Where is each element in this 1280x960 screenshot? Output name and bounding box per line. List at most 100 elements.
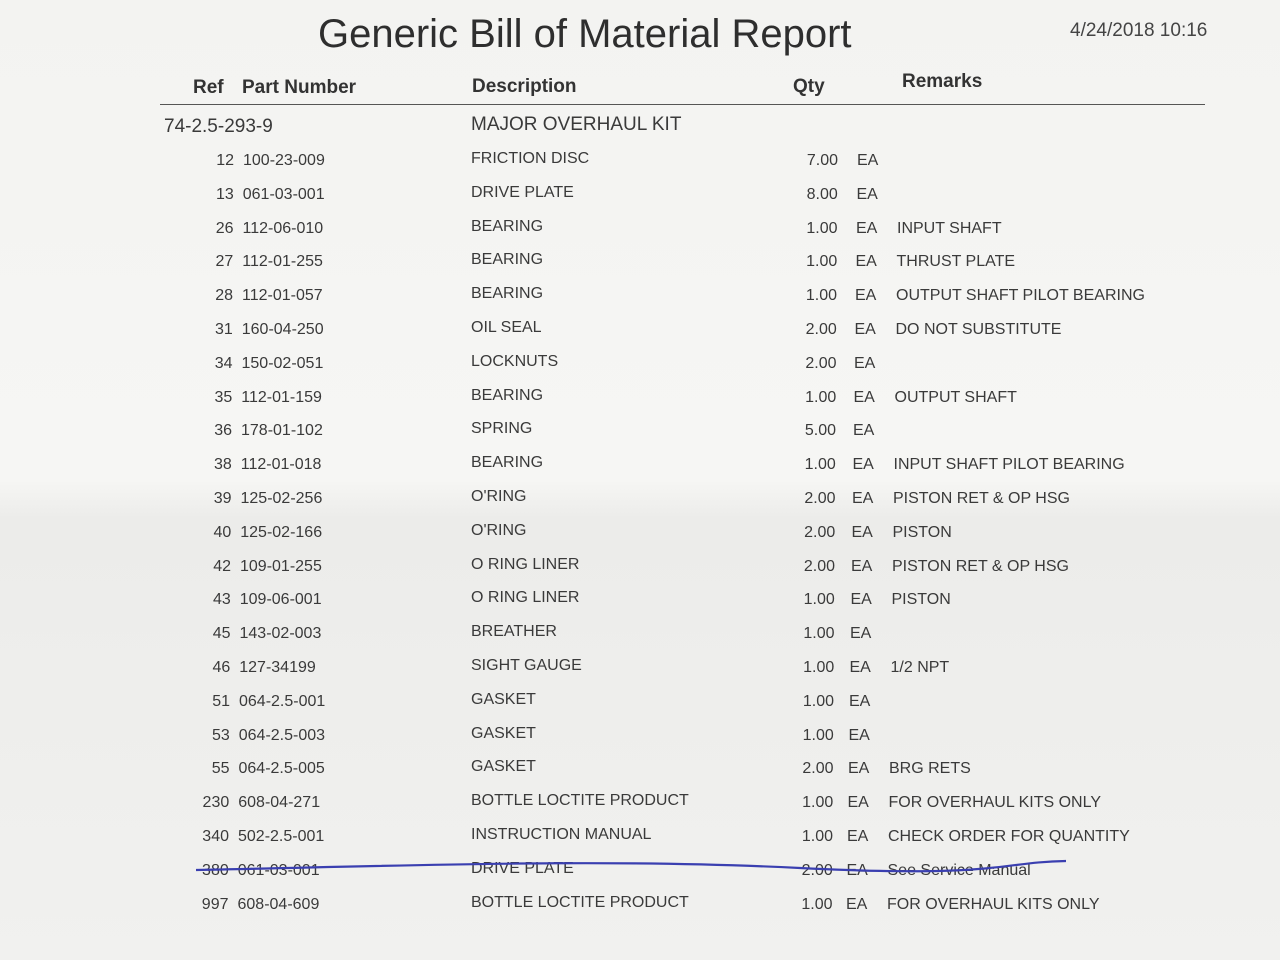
unit: EA [855, 253, 877, 271]
description: BEARING [471, 386, 544, 404]
quantity: 1.00 [802, 692, 834, 710]
ref: 53 [211, 726, 230, 744]
remarks: INPUT SHAFT PILOT BEARING [893, 456, 1125, 474]
remarks: DO NOT SUBSTITUTE [895, 321, 1062, 338]
quantity: 8.00 [806, 185, 838, 203]
unit: EA [857, 152, 879, 169]
quantity: 2.00 [805, 321, 837, 338]
remarks: THRUST PLATE [896, 253, 1016, 271]
quantity: 1.00 [802, 794, 834, 812]
part-number: 125-02-166 [240, 523, 323, 541]
description: BEARING [471, 217, 544, 235]
quantity: 2.00 [803, 557, 835, 575]
part-number: 061-03-001 [237, 861, 320, 879]
unit: EA [851, 523, 873, 541]
part-number: 608-04-271 [238, 794, 321, 812]
ref: 40 [213, 523, 232, 541]
ref: 35 [214, 388, 233, 406]
ref: 997 [201, 895, 229, 913]
description: SIGHT GAUGE [471, 657, 582, 674]
column-header: Remarks [902, 71, 983, 92]
quantity: 1.00 [806, 253, 838, 271]
description: DRIVE PLATE [471, 859, 574, 877]
ref: 31 [214, 321, 233, 338]
quantity: 1.00 [801, 828, 833, 845]
remarks: PISTON RET & OP HSG [893, 490, 1070, 507]
part-number: 502-2.5-001 [238, 828, 325, 845]
unit: EA [852, 490, 874, 507]
kit-description: MAJOR OVERHAUL KIT [471, 114, 682, 135]
part-number: 064-2.5-003 [238, 726, 326, 744]
part-number: 160-04-250 [241, 321, 324, 338]
description: O'RING [471, 521, 527, 539]
description: BOTTLE LOCTITE PRODUCT [471, 893, 689, 911]
quantity: 1.00 [805, 388, 837, 406]
part-number: 143-02-003 [239, 625, 322, 643]
kit-part: 74-2.5-293-9 [164, 116, 273, 137]
unit: EA [856, 219, 878, 237]
ref: 39 [213, 490, 232, 507]
part-number: 112-01-255 [242, 253, 323, 271]
ref: 38 [213, 456, 232, 474]
part-number: 112-06-010 [242, 219, 324, 237]
remarks: CHECK ORDER FOR QUANTITY [888, 828, 1130, 845]
description: O RING LINER [471, 555, 580, 573]
remarks: PISTON [891, 591, 951, 609]
remarks: OUTPUT SHAFT [894, 388, 1017, 406]
ref: 46 [212, 659, 231, 676]
quantity: 2.00 [802, 760, 834, 778]
remarks: PISTON [892, 523, 952, 541]
column-header: Description [472, 76, 577, 97]
remarks: BRG RETS [889, 760, 971, 778]
part-number: 061-03-001 [242, 185, 325, 203]
quantity: 1.00 [803, 591, 835, 609]
ref: 230 [202, 794, 230, 812]
unit: EA [848, 760, 870, 778]
unit: EA [847, 794, 869, 812]
description: BEARING [471, 285, 544, 303]
remarks: See Service Manual [887, 861, 1031, 879]
header-rule [160, 104, 1205, 105]
quantity: 2.00 [804, 490, 836, 507]
ref: 13 [215, 185, 234, 203]
ref: 45 [212, 625, 231, 643]
description: OIL SEAL [471, 319, 542, 336]
part-number: 112-01-057 [242, 287, 323, 305]
description: LOCKNUTS [471, 352, 559, 370]
unit: EA [850, 625, 872, 643]
ref: 28 [215, 287, 233, 305]
column-header: Part Number [242, 77, 357, 98]
unit: EA [855, 287, 877, 305]
description: O RING LINER [471, 589, 580, 607]
unit: EA [846, 895, 868, 913]
remarks: INPUT SHAFT [897, 219, 1002, 237]
part-number: 125-02-256 [240, 490, 323, 507]
column-header: Qty [793, 76, 825, 97]
ref: 55 [211, 760, 230, 778]
description: GASKET [471, 758, 536, 776]
unit: EA [849, 659, 871, 676]
unit: EA [848, 726, 870, 744]
description: BOTTLE LOCTITE PRODUCT [471, 792, 689, 810]
ref: 340 [202, 828, 229, 845]
unit: EA [849, 692, 871, 710]
remarks: FOR OVERHAUL KITS ONLY [887, 895, 1100, 913]
description: BEARING [471, 454, 544, 472]
unit: EA [851, 557, 873, 575]
quantity: 1.00 [806, 219, 838, 237]
description: GASKET [471, 690, 536, 708]
part-number: 150-02-051 [241, 354, 324, 372]
quantity: 1.00 [801, 895, 833, 913]
unit: EA [853, 422, 875, 440]
unit: EA [853, 388, 875, 406]
quantity: 7.00 [806, 152, 838, 169]
part-number: 178-01-102 [241, 422, 323, 440]
ref: 380 [202, 861, 229, 879]
quantity: 2.00 [804, 523, 836, 541]
report-date: 4/24/2018 10:16 [1070, 21, 1208, 41]
quantity: 1.00 [805, 287, 837, 305]
part-number: 064-2.5-001 [239, 692, 326, 710]
ref: 36 [214, 422, 232, 440]
